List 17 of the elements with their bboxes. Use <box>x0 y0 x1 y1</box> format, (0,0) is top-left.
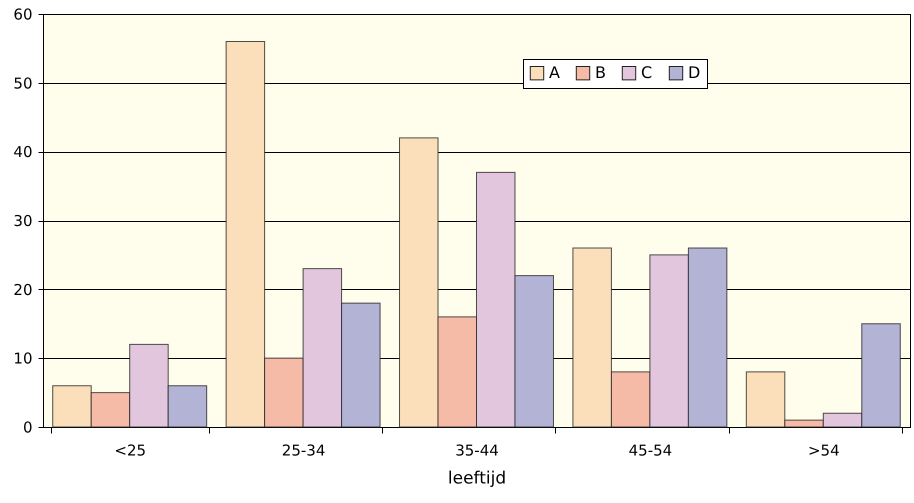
y-tick-label: 0 <box>22 418 32 436</box>
x-tick-label: 25-34 <box>282 442 326 460</box>
legend-label: C <box>641 63 652 82</box>
y-tick-label: 60 <box>13 6 32 24</box>
x-tick-label: 45-54 <box>628 442 672 460</box>
y-tick-label: 30 <box>13 212 32 230</box>
y-tick-label: 40 <box>13 143 32 162</box>
y-tick-label: 20 <box>13 280 32 299</box>
legend-label: B <box>595 63 606 82</box>
x-tick-label: <25 <box>114 442 146 460</box>
legend-label: A <box>549 63 560 82</box>
x-tick-label: 35-44 <box>455 442 499 460</box>
x-axis-title: leeftijd <box>448 468 506 488</box>
x-tick-label: >54 <box>808 442 840 460</box>
y-tick-label: 50 <box>13 74 32 92</box>
legend-label: D <box>688 63 700 82</box>
y-tick-label: 10 <box>13 350 32 368</box>
